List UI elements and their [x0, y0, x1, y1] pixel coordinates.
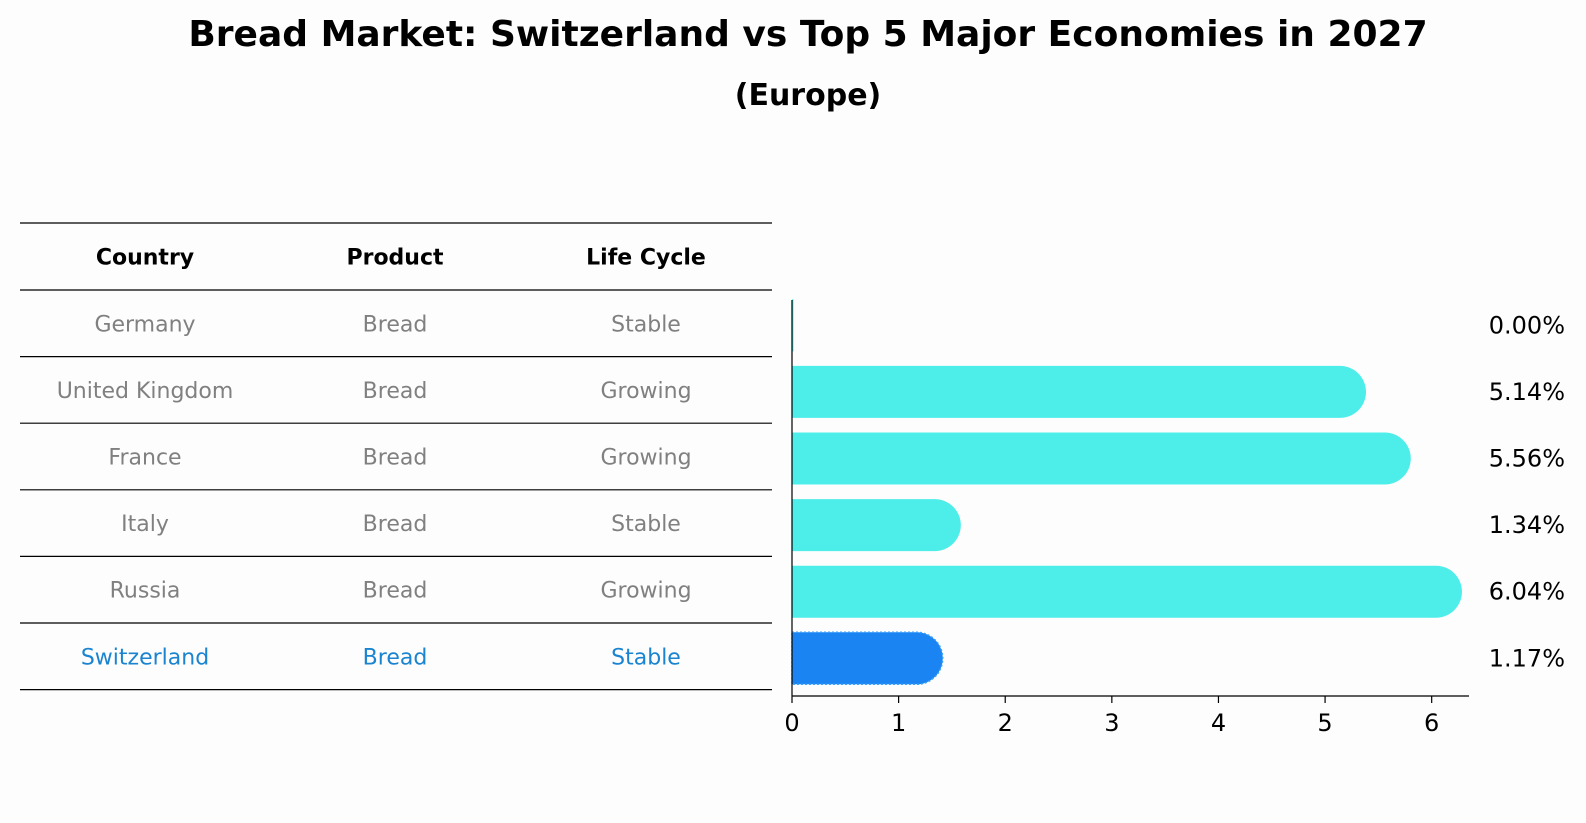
bar [792, 565, 1462, 618]
x-tick-label: 5 [1317, 709, 1332, 737]
x-tick-label: 4 [1211, 709, 1226, 737]
table-cell-life-cycle: Stable [611, 312, 681, 337]
table-cell-product: Bread [363, 579, 428, 604]
bar-value-label: 0.00% [1489, 311, 1565, 339]
x-tick-label: 2 [998, 709, 1013, 737]
table-cell-country: Germany [94, 312, 195, 337]
chart-title: Bread Market: Switzerland vs Top 5 Major… [188, 14, 1428, 55]
table-cell-country: Russia [110, 579, 181, 604]
bar [792, 499, 961, 552]
bar-value-label: 1.34% [1489, 511, 1565, 539]
table-cell-life-cycle: Growing [600, 379, 691, 404]
table-cell-life-cycle: Growing [600, 446, 691, 471]
bar-value-label: 6.04% [1489, 578, 1565, 606]
bar [792, 432, 1411, 485]
bar [792, 299, 794, 352]
x-tick-label: 6 [1424, 709, 1439, 737]
chart-subtitle: (Europe) [734, 78, 882, 113]
table-header-product: Product [346, 246, 444, 271]
bar [792, 365, 1366, 418]
table-cell-product: Bread [363, 379, 428, 404]
bar [791, 631, 944, 686]
table-cell-life-cycle: Growing [600, 579, 691, 604]
table-cell-life-cycle: Stable [611, 645, 681, 670]
table-cell-product: Bread [363, 645, 428, 670]
table-cell-country: United Kingdom [57, 379, 234, 404]
table-cell-life-cycle: Stable [611, 512, 681, 537]
x-tick-label: 1 [891, 709, 906, 737]
table-cell-country: France [108, 446, 181, 471]
bar-value-label: 1.17% [1489, 644, 1565, 672]
bar-value-label: 5.14% [1489, 378, 1565, 406]
x-tick-label: 0 [784, 709, 799, 737]
table-cell-product: Bread [363, 312, 428, 337]
table-cell-country: Italy [121, 512, 169, 537]
x-tick-label: 3 [1104, 709, 1119, 737]
table-header-country: Country [96, 246, 194, 271]
table-cell-country: Switzerland [81, 645, 209, 670]
table-cell-product: Bread [363, 446, 428, 471]
table-header-life-cycle: Life Cycle [586, 246, 706, 271]
table-cell-product: Bread [363, 512, 428, 537]
bar-value-label: 5.56% [1489, 445, 1565, 473]
